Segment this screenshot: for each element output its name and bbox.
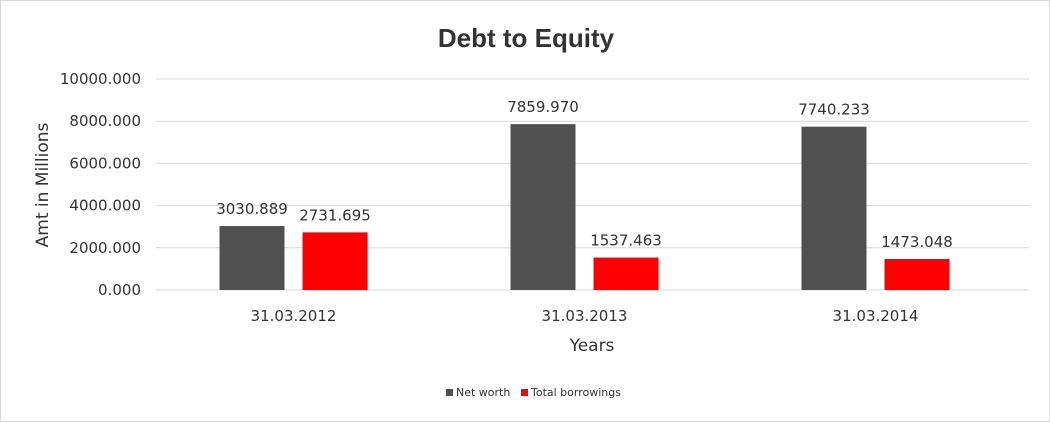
y-tick-label: 6000.000: [69, 154, 141, 172]
x-tick-label: 31.03.2014: [833, 307, 919, 325]
legend-label: Net worth: [456, 386, 510, 399]
data-label: 1537.463: [590, 232, 662, 250]
data-label: 7859.970: [507, 98, 579, 116]
x-axis-title: Years: [569, 336, 615, 356]
legend: Net worth Total borrowings: [446, 386, 621, 399]
bar-net-worth: [510, 124, 576, 290]
gridlines: [156, 78, 1029, 291]
y-tick-label: 8000.000: [69, 112, 141, 130]
y-tick-label: 0.000: [98, 281, 141, 299]
y-tick-label: 4000.000: [69, 197, 141, 215]
data-label: 2731.695: [299, 206, 371, 224]
y-axis-ticks: 0.000 2000.000 4000.000 6000.000 8000.000 100…: [60, 70, 141, 299]
bar-net-worth: [219, 226, 285, 290]
x-axis-ticks: 31.03.2012 31.03.2013 31.03.2014: [251, 307, 919, 325]
bar-total-borrowings: [884, 258, 950, 290]
data-label: 3030.889: [216, 200, 288, 218]
data-label: 7740.233: [798, 101, 870, 119]
bar-total-borrowings: [593, 257, 659, 290]
x-tick-label: 31.03.2012: [251, 307, 337, 325]
data-label: 1473.048: [881, 233, 953, 251]
legend-label: Total borrowings: [530, 386, 621, 399]
bars: 3030.889 2731.695 7859.970 1537.463 7740.233…: [216, 98, 953, 290]
y-axis-title: Amt in Millions: [33, 122, 53, 247]
legend-swatch: [446, 389, 453, 396]
y-tick-label: 10000.000: [60, 70, 141, 88]
x-tick-label: 31.03.2013: [542, 307, 628, 325]
legend-swatch: [521, 389, 528, 396]
y-tick-label: 2000.000: [69, 239, 141, 257]
bar-total-borrowings: [302, 232, 368, 290]
chart-title: Debt to Equity: [438, 23, 615, 53]
bar-net-worth: [801, 126, 867, 290]
